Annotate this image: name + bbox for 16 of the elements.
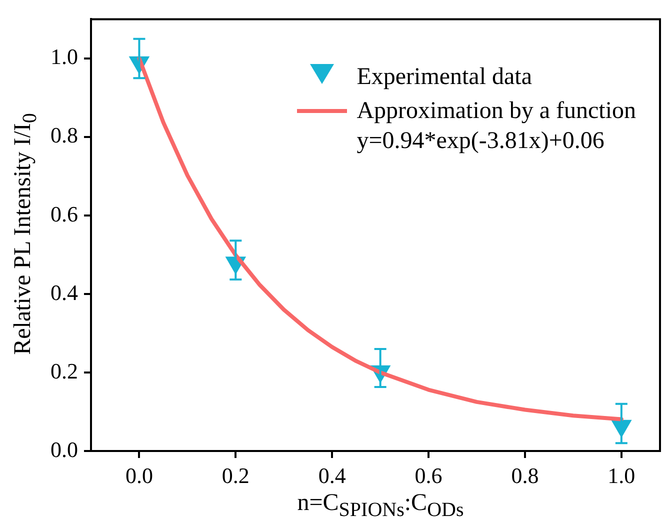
x-tick-label: 0.2 xyxy=(222,462,250,488)
x-axis-title: n=C$_{SPIONs}$:C$_{ODs}$ xyxy=(296,490,465,522)
y-tick-label: 1.0 xyxy=(50,44,78,70)
x-tick-label: 0.8 xyxy=(511,462,539,488)
y-tick-label: 0.8 xyxy=(50,122,78,148)
y-tick-label: 0.4 xyxy=(50,280,78,305)
y-tick-label: 0.0 xyxy=(50,436,78,462)
legend-label: Experimental data xyxy=(356,64,532,90)
legend-label: Approximation by a function xyxy=(356,98,636,124)
y-tick-label: 0.6 xyxy=(50,201,78,226)
x-tick-label: 1.0 xyxy=(608,462,636,488)
y-tick-label: 0.2 xyxy=(50,358,78,384)
x-tick-label: 0.0 xyxy=(125,462,153,488)
x-tick-label: 0.4 xyxy=(318,462,346,488)
annotation: y=0.94*exp(-3.81x)+0.06 xyxy=(356,128,606,156)
x-tick-label: 0.6 xyxy=(414,462,442,488)
